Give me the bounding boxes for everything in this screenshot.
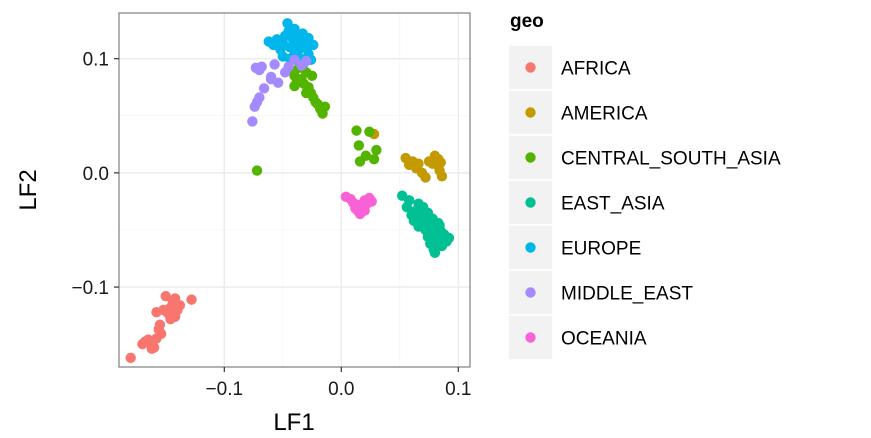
data-point	[282, 18, 293, 29]
data-point	[368, 153, 380, 165]
data-point	[289, 54, 300, 66]
legend-key-dot	[525, 152, 536, 163]
data-point	[413, 221, 424, 232]
data-point	[301, 55, 312, 67]
legend-label: MIDDLE_EAST	[561, 284, 693, 305]
x-axis-title: LF1	[273, 409, 314, 436]
data-point	[351, 125, 362, 136]
x-tick-label: 0.1	[445, 379, 471, 400]
data-point	[319, 101, 331, 112]
y-axis-ticks: −0.1 0.0 0.1	[71, 50, 119, 299]
data-point	[269, 59, 280, 70]
panel-border	[118, 12, 471, 368]
legend-key-dot	[525, 107, 536, 118]
data-point	[146, 343, 157, 354]
data-point	[360, 150, 372, 161]
data-point	[306, 70, 318, 82]
x-axis-ticks: −0.1 0.0 0.1	[206, 367, 472, 400]
y-tick-label: 0.1	[83, 50, 109, 71]
data-point	[364, 126, 375, 137]
x-tick-label: −0.1	[206, 379, 244, 400]
legend-label: AFRICA	[561, 59, 631, 80]
data-point	[289, 23, 300, 35]
data-point	[251, 165, 263, 176]
data-point	[165, 313, 176, 325]
legend: geo AFRICA AMERICA CENTRAL_SOUTH_ASIA EAST_…	[507, 11, 781, 361]
data-point	[174, 300, 186, 311]
data-point	[420, 172, 431, 183]
data-point	[289, 80, 300, 92]
legend-label: EUROPE	[561, 239, 641, 260]
data-point	[413, 158, 424, 169]
data-point	[366, 196, 377, 207]
data-point	[256, 61, 267, 72]
data-point	[430, 155, 442, 166]
data-point	[265, 74, 277, 85]
legend-label: CENTRAL_SOUTH_ASIA	[561, 149, 781, 170]
data-point	[125, 352, 136, 364]
legend-key-dot	[525, 197, 536, 208]
legend-key-dot	[525, 62, 536, 73]
data-points	[125, 18, 455, 364]
data-point	[352, 199, 363, 211]
data-point	[359, 205, 370, 216]
data-point	[427, 213, 438, 224]
data-point	[293, 36, 305, 47]
data-point	[160, 291, 171, 302]
data-point	[436, 171, 448, 182]
x-tick-label: 0.0	[328, 379, 354, 400]
y-axis-title: LF2	[15, 169, 42, 210]
legend-label: EAST_ASIA	[561, 194, 665, 215]
data-point	[434, 220, 445, 231]
data-point	[425, 238, 436, 249]
data-point	[443, 232, 455, 244]
legend-key-dot	[525, 332, 536, 343]
data-point	[303, 32, 314, 44]
data-point	[283, 61, 294, 72]
legend-label: AMERICA	[561, 104, 648, 125]
legend-title: geo	[510, 11, 544, 32]
data-point	[247, 116, 258, 127]
data-point	[154, 319, 166, 330]
legend-key-dot	[525, 242, 536, 253]
legend-key-dot	[525, 287, 536, 298]
data-point	[254, 92, 265, 103]
data-point	[353, 140, 365, 151]
data-point	[403, 195, 415, 206]
data-point	[155, 328, 167, 340]
y-tick-label: 0.0	[83, 164, 109, 185]
data-point	[186, 294, 197, 305]
data-point	[258, 83, 270, 94]
legend-label: OCEANIA	[561, 329, 647, 350]
y-tick-label: −0.1	[71, 278, 109, 299]
data-point	[371, 144, 382, 156]
data-point	[429, 247, 441, 259]
data-point	[301, 87, 312, 99]
